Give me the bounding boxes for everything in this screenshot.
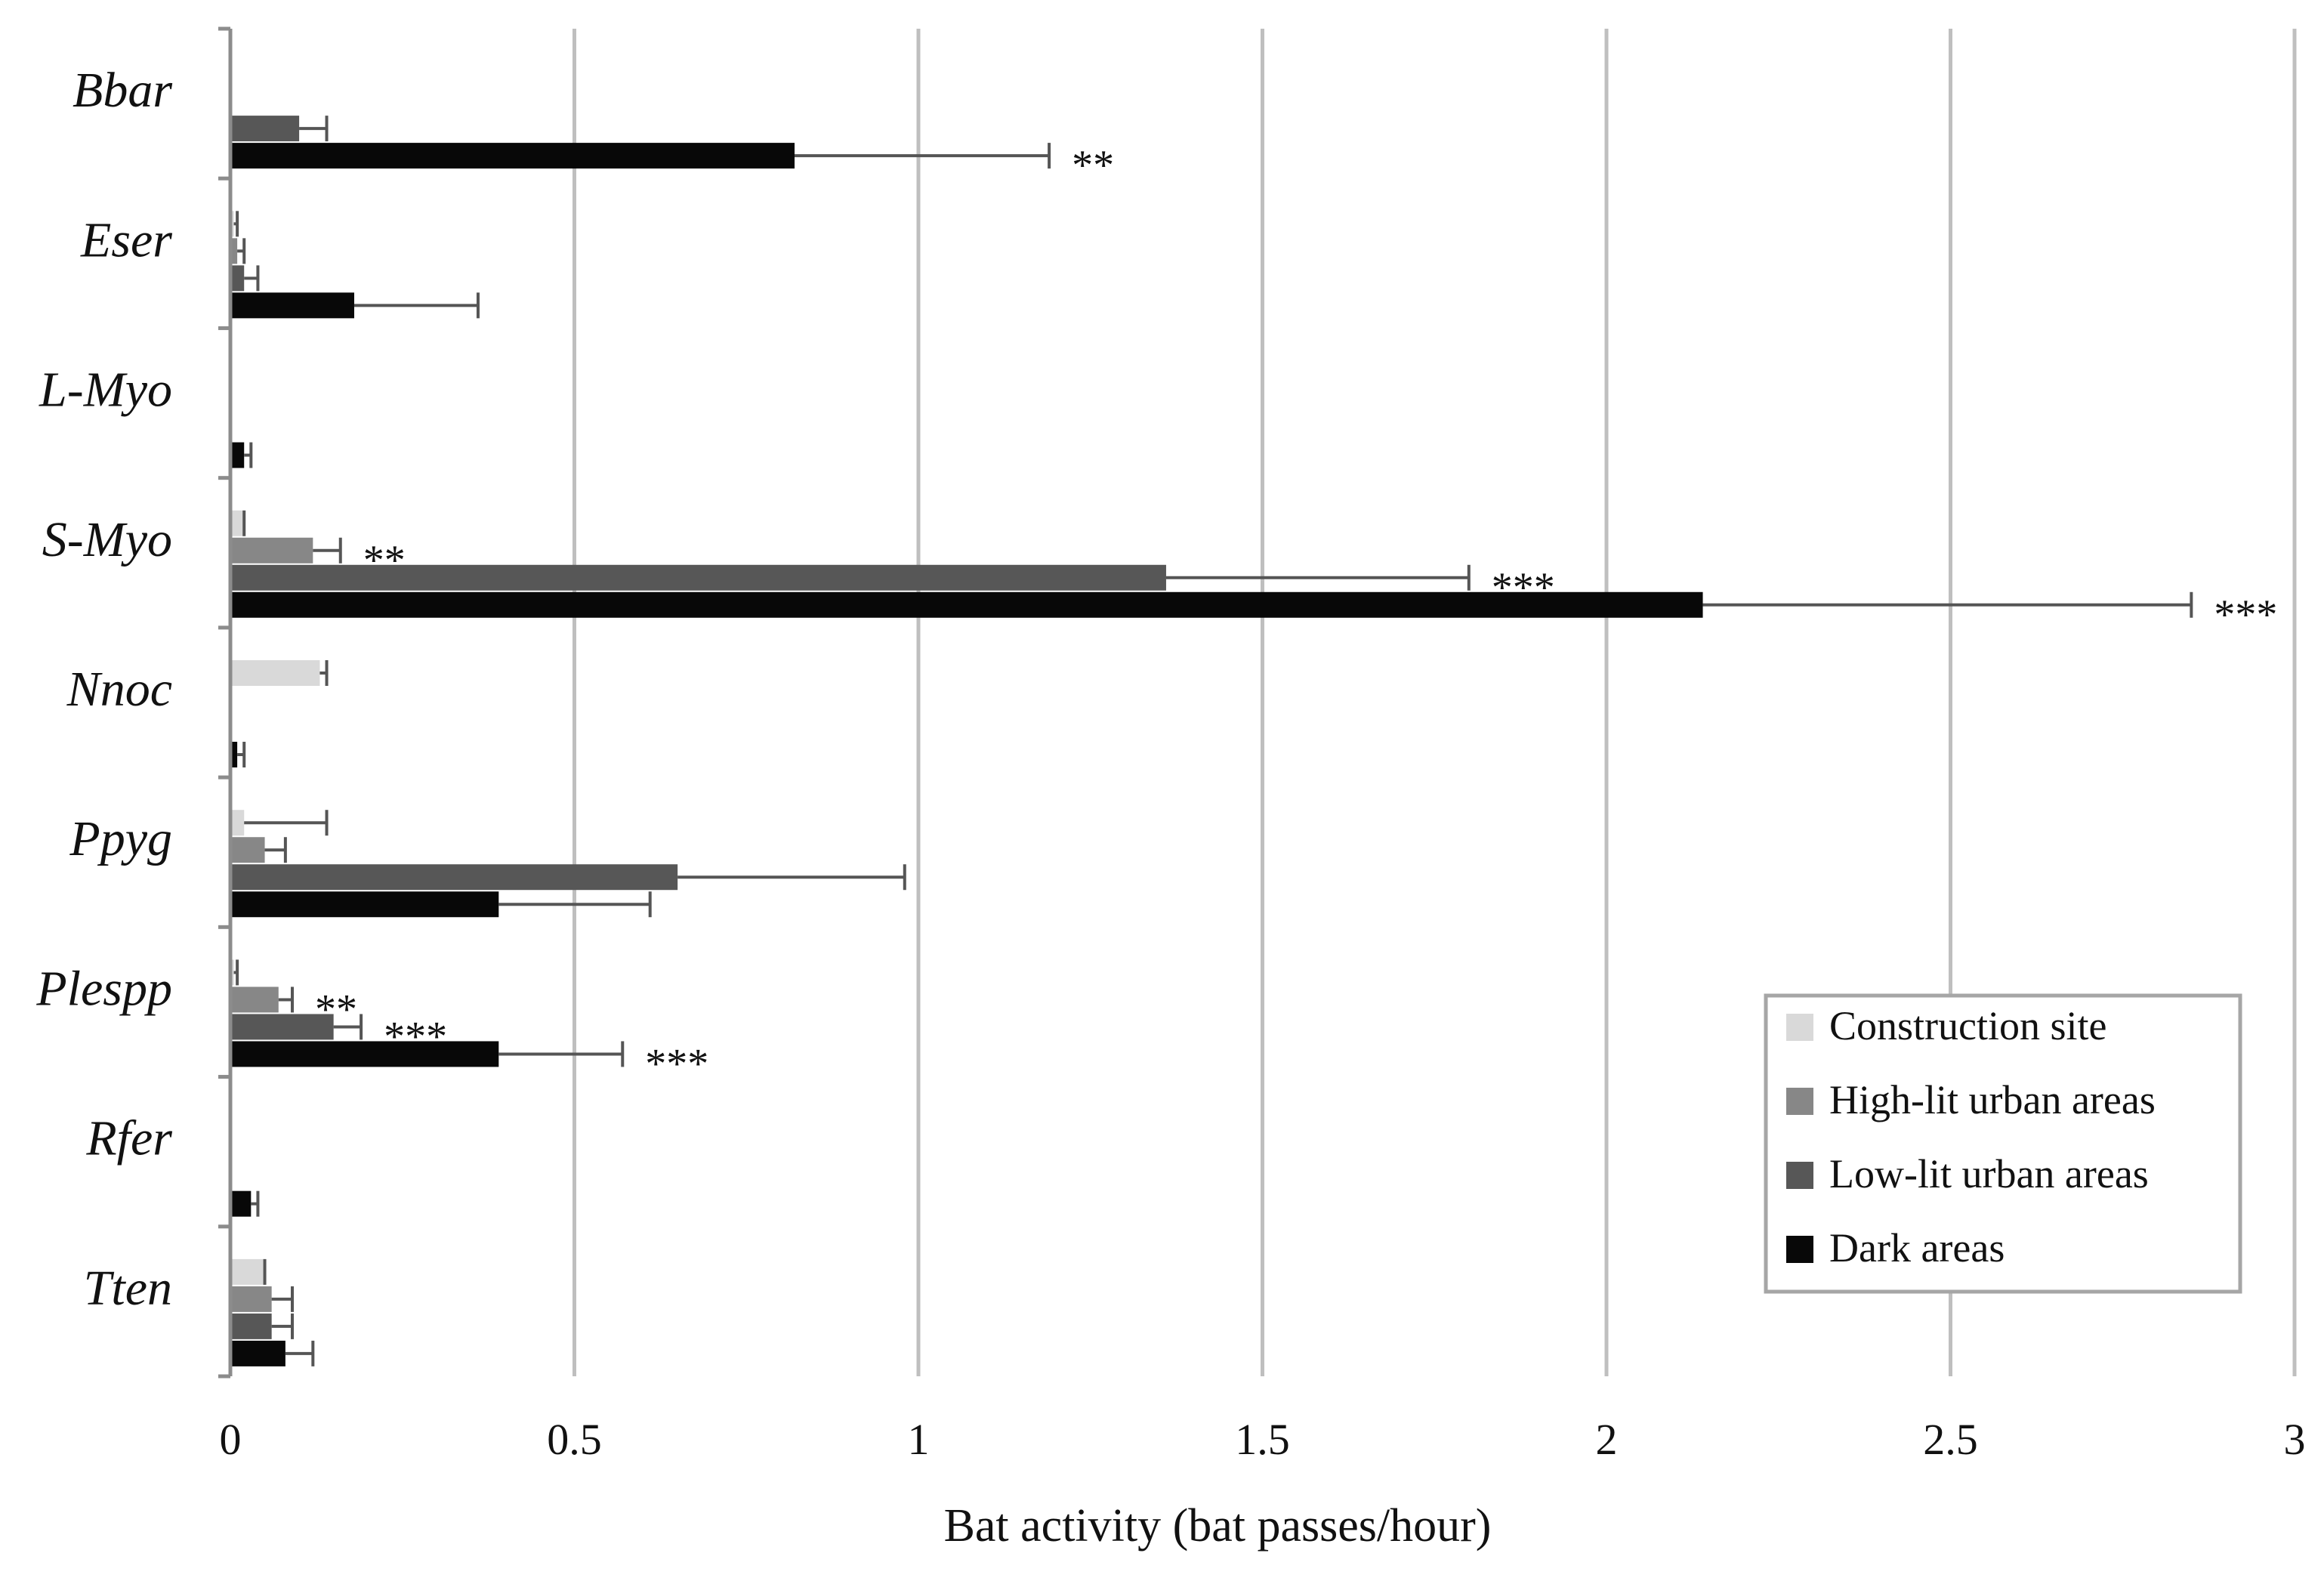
bar-S-Myo-series-1: [230, 537, 313, 564]
legend-label-2: Low-lit urban areas: [1829, 1151, 2149, 1196]
significance-label-Bbar-series-3: **: [1072, 142, 1114, 189]
bar-Tten-series-3: [230, 1340, 285, 1366]
bar-Plespp-series-3: [230, 1041, 499, 1067]
category-label-L-Myo: L-Myo: [39, 363, 172, 418]
bar-Ppyg-series-1: [230, 837, 265, 863]
significance-label-S-Myo-series-3: ***: [2214, 591, 2277, 638]
significance-label-S-Myo-series-1: **: [363, 537, 406, 584]
bar-Plespp-series-2: [230, 1014, 334, 1040]
bars: [230, 116, 2193, 1366]
x-tick-label-5: 2.5: [1923, 1415, 1978, 1464]
bar-Nnoc-series-0: [230, 660, 320, 686]
category-label-S-Myo: S-Myo: [42, 512, 172, 567]
x-tick-label-4: 2: [1596, 1415, 1618, 1464]
category-label-Plespp: Plespp: [35, 961, 172, 1016]
legend-frame: [1764, 993, 2242, 1294]
bar-S-Myo-series-3: [230, 591, 1703, 618]
x-tick-label-0: 0: [220, 1415, 242, 1464]
significance-label-Plespp-series-3: ***: [645, 1040, 708, 1087]
bar-Bbar-series-2: [230, 116, 300, 142]
significance-label-Plespp-series-1: **: [315, 986, 357, 1033]
x-tick-label-2: 1: [908, 1415, 930, 1464]
legend: Construction site High-lit urban areas Low…: [1764, 993, 2242, 1294]
legend-swatch-2: [1786, 1162, 1813, 1189]
legend-swatch-1: [1786, 1088, 1813, 1115]
labels: 0 0.5 1 1.5 2 2.5 3 Bbar Eser L-Myo S-Myo Nnoc Ppyg P…: [35, 63, 2305, 1464]
bar-Ppyg-series-0: [230, 810, 245, 836]
legend-label-1: High-lit urban areas: [1829, 1077, 2156, 1122]
x-axis-title: Bat activity (bat passes/hour): [944, 1500, 1492, 1552]
axes: [218, 26, 233, 1379]
bar-Bbar-series-3: [230, 143, 795, 169]
bar-S-Myo-series-0: [230, 510, 245, 536]
category-label-Bbar: Bbar: [73, 63, 172, 118]
legend-label-0: Construction site: [1829, 1003, 2106, 1048]
bar-Eser-series-1: [230, 238, 238, 264]
category-label-Ppyg: Ppyg: [69, 811, 172, 866]
category-label-Rfer: Rfer: [85, 1111, 172, 1166]
x-tick-label-1: 0.5: [547, 1415, 602, 1464]
legend-swatch-3: [1786, 1236, 1813, 1263]
x-tick-label-6: 3: [2284, 1415, 2306, 1464]
bar-Ppyg-series-2: [230, 864, 678, 891]
category-label-Tten: Tten: [84, 1261, 172, 1316]
category-label-Nnoc: Nnoc: [66, 662, 172, 717]
bar-Plespp-series-1: [230, 987, 279, 1013]
legend-swatch-0: [1786, 1014, 1813, 1041]
significance-label-S-Myo-series-2: ***: [1492, 564, 1555, 611]
bar-Rfer-series-3: [230, 1190, 252, 1217]
category-label-Eser: Eser: [80, 212, 172, 267]
bar-Ppyg-series-3: [230, 891, 499, 918]
gridlines: [573, 29, 2297, 1376]
bar-Tten-series-2: [230, 1313, 272, 1339]
legend-label-3: Dark areas: [1829, 1225, 2005, 1271]
significance-label-Plespp-series-2: ***: [384, 1013, 447, 1060]
bar-Eser-series-3: [230, 292, 354, 319]
bar-Tten-series-1: [230, 1286, 272, 1312]
bar-Eser-series-2: [230, 265, 245, 292]
x-tick-label-3: 1.5: [1235, 1415, 1290, 1464]
bar-Nnoc-series-3: [230, 742, 238, 767]
bar-Tten-series-0: [230, 1258, 265, 1285]
bar-L-Myo-series-3: [230, 442, 245, 468]
bar-S-Myo-series-2: [230, 564, 1166, 591]
